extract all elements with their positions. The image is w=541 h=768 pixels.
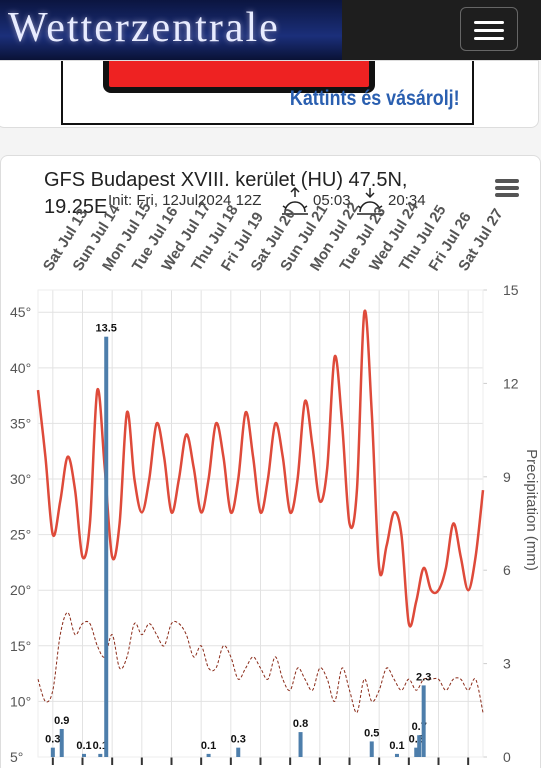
precip-label: 0.1 [76, 740, 91, 752]
y-tick-label: 5° [10, 749, 23, 765]
y2-tick-label: 0 [503, 749, 511, 765]
y2-tick-label: 12 [503, 375, 519, 391]
precip-label: 0.1 [201, 740, 216, 752]
precip-bar [59, 728, 64, 757]
ad-text: Kattints és vásárolj! [290, 87, 460, 110]
logo[interactable]: Wetterzentrale [0, 0, 342, 60]
y-tick-label: 40° [10, 360, 31, 376]
precip-bar [394, 753, 399, 757]
plot-frame [37, 289, 484, 758]
ad-graphic [103, 61, 375, 93]
sunset-icon [357, 188, 383, 215]
y-tick-label: 10° [10, 693, 31, 709]
precip-bar [298, 732, 303, 757]
precip-bar [104, 336, 109, 757]
precip-label: 0.3 [231, 734, 246, 746]
precip-label: 0.3 [409, 734, 424, 746]
y2-tick-label: 6 [503, 562, 511, 578]
menu-button[interactable] [460, 7, 518, 51]
y-tick-label: 25° [10, 527, 31, 543]
precip-bar [236, 747, 241, 757]
header: Wetterzentrale [0, 0, 541, 60]
precip-bar [417, 735, 422, 757]
precip-bar [369, 741, 374, 757]
precip-bar [50, 747, 55, 757]
precip-label: 0.3 [45, 734, 60, 746]
sunrise-icon [282, 186, 308, 215]
precip-label: 0.5 [364, 727, 379, 739]
sunset-time: 20:34 [388, 192, 426, 209]
precip-label: 2.3 [416, 671, 431, 683]
precip-label: 13.5 [96, 323, 117, 335]
precip-label: 0.1 [389, 740, 404, 752]
y-tick-label: 35° [10, 415, 31, 431]
y-tick-label: 30° [10, 471, 31, 487]
init-text: Init: Fri, 12Jul2024 12Z [108, 192, 261, 209]
y-tick-label: 20° [10, 582, 31, 598]
precip-label: 0.1 [93, 740, 108, 752]
chart-title: GFS Budapest XVIII. kerület (HU) 47.5N, … [44, 169, 408, 218]
precip-bar [98, 753, 103, 757]
y2-tick-label: 3 [503, 656, 511, 672]
precip-bar [81, 753, 86, 757]
precip-bar [414, 747, 419, 757]
y2-tick-label: 9 [503, 469, 511, 485]
ad-card: Kattints és vásárolj! [0, 60, 539, 128]
sunrise-time: 05:03 [313, 192, 351, 209]
ad-banner[interactable]: Kattints és vásárolj! [61, 61, 474, 125]
precip-bar [421, 685, 426, 757]
precip-bar [206, 753, 211, 757]
y-tick-label: 45° [10, 304, 31, 320]
y2-axis-label: Precipitation (mm) [523, 449, 540, 571]
y2-tick-label: 15 [503, 282, 519, 298]
precip-label: 0.9 [54, 715, 69, 727]
y-tick-label: 15° [10, 638, 31, 654]
precip-label: 0.8 [293, 718, 308, 730]
temperature-line [36, 309, 485, 628]
dewpoint-line [37, 611, 484, 714]
menu-icon[interactable] [495, 179, 519, 197]
